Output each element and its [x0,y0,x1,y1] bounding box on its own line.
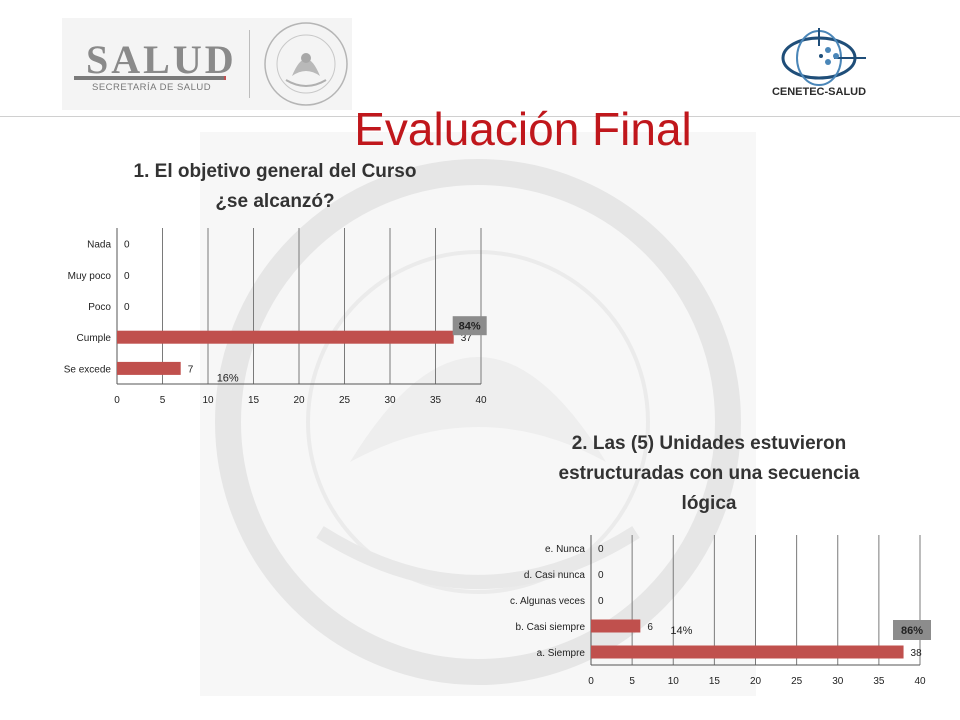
chart1-bar [117,361,181,375]
chart1-value-label: 0 [124,302,130,313]
chart1-category-label: Cumple [77,333,112,344]
chart1-category-label: Poco [88,302,111,313]
page-title: Evaluación Final [354,103,692,155]
chart1-tick-label: 5 [160,395,166,406]
chart2-tick-label: 30 [832,676,844,687]
background-seal-watermark [200,132,756,696]
chart1-value-label: 0 [124,240,130,251]
chart2-title-line: estructuradas con una secuencia [558,463,860,484]
chart1-value-label: 7 [188,364,194,375]
chart2-title-line: lógica [681,493,737,514]
chart2-value-label: 38 [911,648,923,659]
chart1-title: 1. El objetivo general del Curso ¿se alc… [92,157,458,217]
chart1-category-label: Se excede [64,364,112,375]
chart2-tick-label: 35 [873,676,885,687]
cenetec-globe-icon [781,28,866,86]
salud-logo-bar-accent [224,76,226,80]
watermark-seal-icon [215,159,741,685]
cenetec-logo: CENETEC-SALUD [766,26,872,106]
chart2-tick-label: 40 [914,676,926,687]
chart2-title-line: 2. Las (5) Unidades estuvieron [571,433,847,454]
mexican-seal-icon [264,22,348,106]
salud-logo-subtitle: SECRETARÍA DE SALUD [92,82,212,93]
chart1-category-label: Nada [87,240,111,251]
chart2-title: 2. Las (5) Unidades estuvieron estructur… [526,429,892,519]
chart1-value-label: 0 [124,271,130,282]
chart1-category-label: Muy poco [68,271,112,282]
chart1-tick-label: 0 [114,395,120,406]
chart1-title-line: 1. El objetivo general del Curso [133,161,417,182]
salud-logo-divider [249,30,250,98]
chart1-title-line: ¿se alcanzó? [215,191,335,212]
header-divider-line [0,116,960,117]
chart2-pct-label: 86% [901,625,923,637]
cenetec-logo-text: CENETEC-SALUD [771,86,867,98]
salud-logo-bar [74,76,224,80]
chart2-pct-box [893,620,931,640]
chart2-tick-label: 25 [791,676,803,687]
salud-logo-word: SALUD [86,37,237,82]
salud-logo: SALUD SECRETARÍA DE SALUD [62,18,352,110]
